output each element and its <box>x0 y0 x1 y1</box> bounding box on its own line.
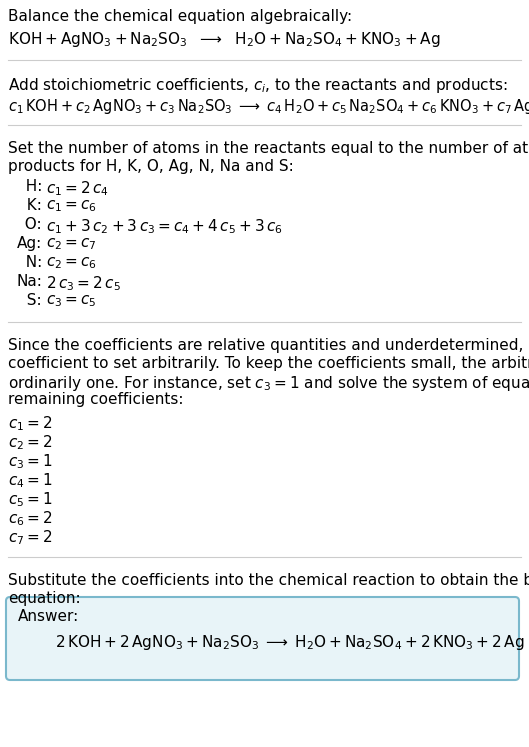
Text: remaining coefficients:: remaining coefficients: <box>8 392 184 407</box>
Text: Ag:: Ag: <box>17 236 42 251</box>
Text: coefficient to set arbitrarily. To keep the coefficients small, the arbitrary va: coefficient to set arbitrarily. To keep … <box>8 356 529 371</box>
Text: K:: K: <box>17 198 42 213</box>
Text: Substitute the coefficients into the chemical reaction to obtain the balanced: Substitute the coefficients into the che… <box>8 573 529 588</box>
Text: products for H, K, O, Ag, N, Na and S:: products for H, K, O, Ag, N, Na and S: <box>8 159 294 174</box>
Text: Answer:: Answer: <box>18 609 79 624</box>
Text: $c_1 = 2$: $c_1 = 2$ <box>8 414 52 433</box>
Text: $c_2 = 2$: $c_2 = 2$ <box>8 433 52 452</box>
Text: $c_5 = 1$: $c_5 = 1$ <box>8 490 52 509</box>
Text: $c_2 = c_6$: $c_2 = c_6$ <box>46 255 97 270</box>
Text: $c_3 = c_5$: $c_3 = c_5$ <box>46 293 96 309</box>
FancyBboxPatch shape <box>6 597 519 680</box>
Text: $c_2 = c_7$: $c_2 = c_7$ <box>46 236 97 252</box>
Text: $2\,c_3 = 2\,c_5$: $2\,c_3 = 2\,c_5$ <box>46 274 121 293</box>
Text: $c_1 = 2\,c_4$: $c_1 = 2\,c_4$ <box>46 179 109 198</box>
Text: O:: O: <box>15 217 42 232</box>
Text: Balance the chemical equation algebraically:: Balance the chemical equation algebraica… <box>8 9 352 24</box>
Text: Add stoichiometric coefficients, $c_i$, to the reactants and products:: Add stoichiometric coefficients, $c_i$, … <box>8 76 508 95</box>
Text: H:: H: <box>16 179 42 194</box>
Text: $c_1 = c_6$: $c_1 = c_6$ <box>46 198 97 214</box>
Text: $c_6 = 2$: $c_6 = 2$ <box>8 509 52 527</box>
Text: $\mathrm{KOH + AgNO_3 + Na_2SO_3 \ \ \longrightarrow \ \ H_2O + Na_2SO_4 + KNO_3: $\mathrm{KOH + AgNO_3 + Na_2SO_3 \ \ \lo… <box>8 30 441 49</box>
Text: N:: N: <box>16 255 42 270</box>
Text: Na:: Na: <box>16 274 42 289</box>
Text: Since the coefficients are relative quantities and underdetermined, choose a: Since the coefficients are relative quan… <box>8 338 529 353</box>
Text: $c_1\,\mathrm{KOH} + c_2\,\mathrm{AgNO_3} + c_3\,\mathrm{Na_2SO_3} \;\longrighta: $c_1\,\mathrm{KOH} + c_2\,\mathrm{AgNO_3… <box>8 97 529 116</box>
Text: ordinarily one. For instance, set $c_3 = 1$ and solve the system of equations fo: ordinarily one. For instance, set $c_3 =… <box>8 374 529 393</box>
Text: $\mathrm{2\,KOH + 2\,AgNO_3 + Na_2SO_3 \;\longrightarrow\; H_2O + Na_2SO_4 + 2\,: $\mathrm{2\,KOH + 2\,AgNO_3 + Na_2SO_3 \… <box>55 633 525 652</box>
Text: $c_4 = 1$: $c_4 = 1$ <box>8 471 52 490</box>
Text: $c_3 = 1$: $c_3 = 1$ <box>8 452 52 471</box>
Text: equation:: equation: <box>8 591 80 606</box>
Text: $c_7 = 2$: $c_7 = 2$ <box>8 528 52 547</box>
Text: S:: S: <box>17 293 42 308</box>
Text: Set the number of atoms in the reactants equal to the number of atoms in the: Set the number of atoms in the reactants… <box>8 141 529 156</box>
Text: $c_1 + 3\,c_2 + 3\,c_3 = c_4 + 4\,c_5 + 3\,c_6$: $c_1 + 3\,c_2 + 3\,c_3 = c_4 + 4\,c_5 + … <box>46 217 283 236</box>
